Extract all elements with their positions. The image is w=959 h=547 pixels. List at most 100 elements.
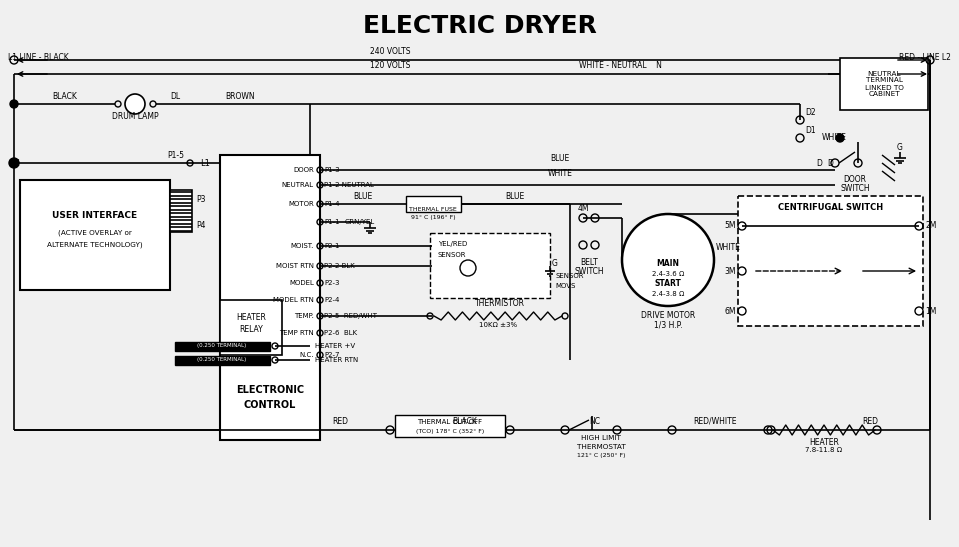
Text: HEATER +V: HEATER +V xyxy=(315,343,355,349)
Text: NC: NC xyxy=(590,417,600,426)
Text: N.C.: N.C. xyxy=(299,352,314,358)
Text: WHITE - NEUTRAL    N: WHITE - NEUTRAL N xyxy=(578,61,662,70)
Text: MOVS: MOVS xyxy=(555,283,575,289)
Text: D2: D2 xyxy=(805,108,815,117)
Text: BLACK: BLACK xyxy=(453,417,478,426)
Text: (TCO) 178° C (352° F): (TCO) 178° C (352° F) xyxy=(416,429,484,434)
Text: MODEL: MODEL xyxy=(289,280,314,286)
Text: 2.4-3.8 Ω: 2.4-3.8 Ω xyxy=(652,291,684,297)
Bar xyxy=(840,58,928,110)
Text: MOIST.: MOIST. xyxy=(291,243,314,249)
Text: BLUE: BLUE xyxy=(505,192,525,201)
Text: THERMISTOR: THERMISTOR xyxy=(475,299,525,308)
Text: P1-4: P1-4 xyxy=(324,201,339,207)
Text: CONTROL: CONTROL xyxy=(244,400,296,410)
Bar xyxy=(738,196,923,326)
Text: DRIVE MOTOR: DRIVE MOTOR xyxy=(641,311,695,319)
Text: DRUM LAMP: DRUM LAMP xyxy=(111,112,158,121)
Text: P2-6  BLK: P2-6 BLK xyxy=(324,330,357,336)
Text: P1-2 NEUTRAL: P1-2 NEUTRAL xyxy=(324,182,374,188)
Text: 2M: 2M xyxy=(925,222,936,230)
Text: L1 LINE - BLACK: L1 LINE - BLACK xyxy=(8,54,69,62)
Text: HEATER: HEATER xyxy=(809,438,839,447)
Text: 7.8-11.8 Ω: 7.8-11.8 Ω xyxy=(806,447,843,453)
Text: NEUTRAL
TERMINAL
LINKED TO
CABINET: NEUTRAL TERMINAL LINKED TO CABINET xyxy=(865,71,903,97)
Circle shape xyxy=(836,134,844,142)
Circle shape xyxy=(9,158,19,168)
Text: BLUE: BLUE xyxy=(550,154,570,163)
Text: DOOR: DOOR xyxy=(844,175,867,184)
Text: MOIST RTN: MOIST RTN xyxy=(276,263,314,269)
Text: BLACK: BLACK xyxy=(53,92,78,101)
Text: HEATER RTN: HEATER RTN xyxy=(315,357,359,363)
Text: 5M: 5M xyxy=(724,222,736,230)
Bar xyxy=(175,342,270,351)
Text: 91° C (196° F): 91° C (196° F) xyxy=(410,215,456,220)
Text: SENSOR: SENSOR xyxy=(555,273,583,279)
Text: L1: L1 xyxy=(200,159,210,167)
Text: (0.250 TERMINAL): (0.250 TERMINAL) xyxy=(198,358,246,363)
Text: USER INTERFACE: USER INTERFACE xyxy=(53,211,137,219)
Text: P1-3: P1-3 xyxy=(324,167,339,173)
Bar xyxy=(170,190,192,232)
Text: HIGH LIMIT: HIGH LIMIT xyxy=(581,435,620,441)
Bar xyxy=(220,155,320,440)
Text: 6M: 6M xyxy=(724,306,736,316)
Text: RED/WHITE: RED/WHITE xyxy=(693,417,737,426)
Text: DOOR: DOOR xyxy=(293,167,314,173)
Text: P2-5  RED/WHT: P2-5 RED/WHT xyxy=(324,313,377,319)
Text: P4: P4 xyxy=(196,220,205,230)
Text: 10KΩ ±3%: 10KΩ ±3% xyxy=(479,322,517,328)
Text: G: G xyxy=(897,143,903,152)
Bar xyxy=(220,300,282,355)
Text: 1M: 1M xyxy=(925,306,936,316)
Circle shape xyxy=(125,94,145,114)
Text: RED: RED xyxy=(862,417,878,426)
Text: SENSOR: SENSOR xyxy=(438,252,466,258)
Bar xyxy=(395,415,505,437)
Text: MAIN: MAIN xyxy=(657,259,680,269)
Bar xyxy=(20,180,170,290)
Text: (0.250 TERMINAL): (0.250 TERMINAL) xyxy=(198,344,246,348)
Text: TEMP RTN: TEMP RTN xyxy=(279,330,314,336)
Text: THERMAL CUT-OFF: THERMAL CUT-OFF xyxy=(417,419,482,425)
Text: D: D xyxy=(827,159,833,167)
Text: P2-1: P2-1 xyxy=(324,243,339,249)
Text: P3: P3 xyxy=(196,195,205,205)
Text: P2-7: P2-7 xyxy=(324,352,339,358)
Text: MOTOR: MOTOR xyxy=(289,201,314,207)
Text: ELECTRONIC: ELECTRONIC xyxy=(236,385,304,395)
Text: START: START xyxy=(655,280,682,288)
Text: THERMOSTAT: THERMOSTAT xyxy=(576,444,625,450)
Text: 3M: 3M xyxy=(724,266,736,276)
Text: CENTRIFUGAL SWITCH: CENTRIFUGAL SWITCH xyxy=(778,203,883,212)
Text: (ACTIVE OVERLAY or: (ACTIVE OVERLAY or xyxy=(58,230,132,236)
Text: MODEL RTN: MODEL RTN xyxy=(273,297,314,303)
Text: RED: RED xyxy=(332,417,348,426)
Text: P2-3: P2-3 xyxy=(324,280,339,286)
Text: TEMP.: TEMP. xyxy=(294,313,314,319)
Circle shape xyxy=(622,214,714,306)
Text: D: D xyxy=(816,159,822,167)
Text: WHITE: WHITE xyxy=(822,133,847,143)
Text: GRN/YEL: GRN/YEL xyxy=(345,219,375,225)
Text: RED - LINE L2: RED - LINE L2 xyxy=(900,54,951,62)
Text: ALTERNATE TECHNOLOGY): ALTERNATE TECHNOLOGY) xyxy=(47,242,143,248)
Text: 2.4-3.6 Ω: 2.4-3.6 Ω xyxy=(652,271,684,277)
Circle shape xyxy=(10,100,18,108)
Text: DL: DL xyxy=(170,92,180,101)
Text: SWITCH: SWITCH xyxy=(840,184,870,193)
Bar xyxy=(175,356,270,365)
Text: COM: COM xyxy=(256,357,272,363)
Text: BELT: BELT xyxy=(580,258,597,267)
Text: P2-4: P2-4 xyxy=(324,297,339,303)
Text: N.O.: N.O. xyxy=(257,343,272,349)
Text: BROWN: BROWN xyxy=(225,92,255,101)
Bar xyxy=(430,233,550,298)
Text: 121° C (250° F): 121° C (250° F) xyxy=(576,453,625,458)
Text: BLUE: BLUE xyxy=(353,192,373,201)
Text: G: G xyxy=(552,259,558,269)
Circle shape xyxy=(460,260,476,276)
Text: SWITCH: SWITCH xyxy=(574,267,604,276)
Text: RELAY: RELAY xyxy=(239,325,263,335)
